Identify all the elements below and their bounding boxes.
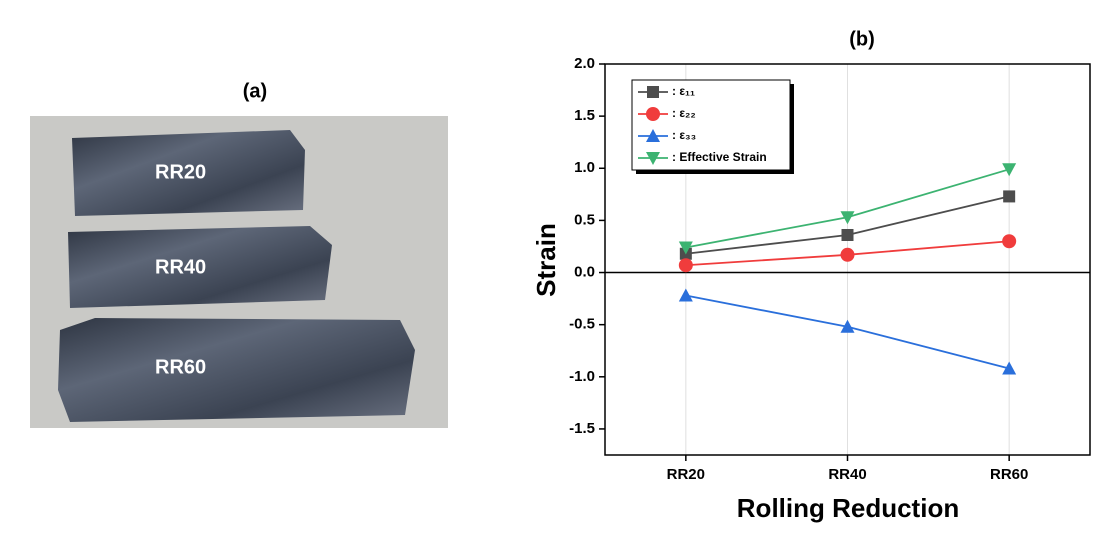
marker xyxy=(840,211,855,225)
legend-label: : ε₃₃ xyxy=(672,128,696,142)
marker xyxy=(678,258,693,273)
sample-strip xyxy=(68,226,332,308)
panel-label: (a) xyxy=(243,80,267,102)
y-tick-label: 0.0 xyxy=(574,264,595,281)
sample-strip xyxy=(72,130,305,216)
sample-label: RR20 xyxy=(155,161,206,183)
marker xyxy=(646,129,660,142)
y-tick-label: 1.5 xyxy=(574,107,595,124)
marker xyxy=(646,107,660,121)
marker xyxy=(678,241,693,255)
sample-strip xyxy=(58,318,415,422)
legend-label: : ε₁₁ xyxy=(672,84,695,98)
marker xyxy=(840,319,855,333)
sample-label: RR60 xyxy=(155,356,206,378)
marker xyxy=(678,288,693,302)
y-tick-label: -1.0 xyxy=(569,368,595,385)
marker xyxy=(1002,163,1017,177)
chart-title: (b) xyxy=(849,28,875,50)
marker xyxy=(1002,234,1017,249)
legend-label: : Effective Strain xyxy=(672,150,767,164)
x-axis-label: Rolling Reduction xyxy=(737,493,959,523)
x-tick-label: RR40 xyxy=(828,466,866,483)
sample-label: RR40 xyxy=(155,256,206,278)
photo-panel: (a) RR20 RR40 RR60 xyxy=(30,80,448,428)
marker xyxy=(840,247,855,262)
marker xyxy=(1002,361,1017,375)
marker xyxy=(646,152,660,165)
marker xyxy=(647,86,659,98)
marker xyxy=(841,228,854,241)
x-tick-label: RR20 xyxy=(667,466,705,483)
y-tick-label: -1.5 xyxy=(569,420,595,437)
y-tick-label: 0.5 xyxy=(574,211,595,228)
y-axis-label: Strain xyxy=(531,223,561,297)
legend-label: : ε₂₂ xyxy=(672,106,696,120)
y-tick-label: 1.0 xyxy=(574,159,595,176)
y-tick-label: -0.5 xyxy=(569,316,595,333)
y-tick-label: 2.0 xyxy=(574,55,595,72)
x-tick-label: RR60 xyxy=(990,466,1028,483)
marker xyxy=(1003,190,1016,203)
